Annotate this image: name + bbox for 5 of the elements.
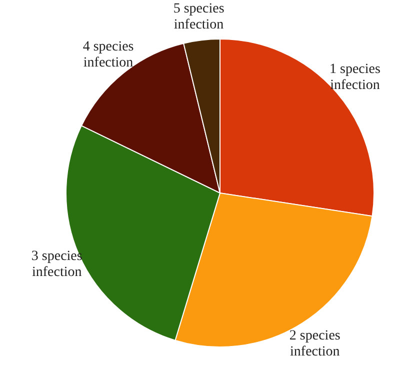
slice-label: 1 species infection: [330, 62, 380, 93]
slice-label: 3 species infection: [31, 249, 82, 280]
slice-label: 2 species infection: [289, 328, 340, 360]
slice-label: 5 species infection: [173, 1, 224, 32]
slice-label: 4 species infection: [82, 39, 134, 70]
